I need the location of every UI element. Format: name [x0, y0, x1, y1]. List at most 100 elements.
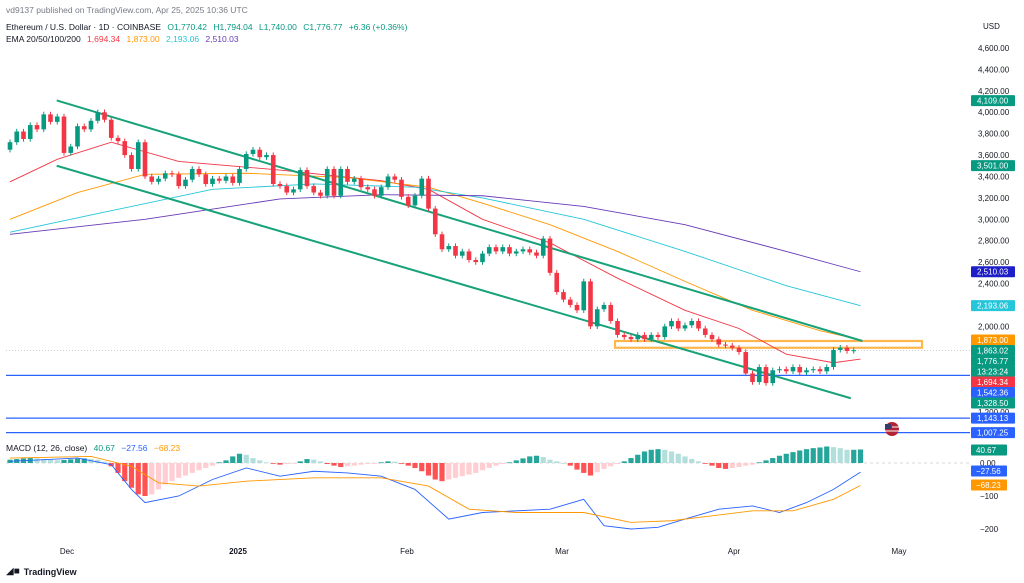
candle-body — [466, 251, 472, 260]
candle-body — [237, 168, 242, 183]
tradingview-logo[interactable]: ◢■ TradingView — [6, 566, 77, 577]
price-tick-label: 3,600.00 — [978, 151, 1010, 160]
candle-body — [682, 325, 688, 329]
macd-histogram-bar — [466, 463, 472, 475]
candle-body — [513, 251, 519, 254]
price-tag-label: 1,873.00 — [977, 336, 1009, 345]
macd-histogram-bar — [689, 459, 695, 463]
candle-body — [763, 367, 769, 384]
price-tag-label: 4,109.00 — [977, 97, 1009, 106]
symbol-name[interactable]: Ethereum / U.S. Dollar · 1D · COINBASE — [6, 22, 161, 32]
macd-histogram-bar — [439, 463, 445, 482]
macd-histogram-bar — [783, 453, 789, 463]
price-tick-label: 2,800.00 — [978, 237, 1010, 246]
candle-body — [480, 253, 485, 263]
candle-body — [102, 112, 107, 120]
macd-histogram-bar — [371, 463, 378, 464]
candle-body — [783, 369, 789, 372]
price-tick-label: 3,800.00 — [978, 130, 1010, 139]
candle-body — [831, 349, 836, 368]
price-tick-label: 4,400.00 — [978, 65, 1010, 74]
candle-body — [115, 137, 121, 142]
macd-tick-label: −100 — [980, 492, 999, 501]
candle-body — [48, 114, 53, 122]
macd-histogram-bar — [419, 463, 425, 472]
candle-body — [243, 153, 249, 169]
candle-body — [304, 170, 310, 187]
candle-body — [574, 304, 580, 311]
macd-histogram-bar — [702, 463, 708, 464]
price-tag-label: 2,510.03 — [977, 268, 1009, 277]
descending-channel — [56, 99, 863, 400]
macd-histogram-bar — [405, 463, 411, 466]
macd-tag-label: −68.23 — [976, 481, 1001, 490]
candle-body — [162, 173, 168, 179]
candle-body — [203, 174, 209, 184]
candle-body — [540, 238, 546, 256]
candle-body — [547, 238, 553, 273]
macd-histogram-bar — [317, 461, 324, 463]
candle-body — [378, 187, 384, 196]
ema20-line — [9, 141, 861, 364]
price-tick-label: 2,600.00 — [978, 258, 1010, 267]
macd-histogram-bar — [790, 452, 796, 463]
macd-label[interactable]: MACD (12, 26, close) — [6, 443, 88, 453]
macd-histogram-bar — [169, 463, 175, 482]
candle-body — [7, 142, 13, 150]
candle-body — [628, 337, 634, 340]
candle-body — [345, 168, 350, 182]
candle-body — [527, 249, 533, 253]
ema50-value: 1,873.00 — [126, 34, 160, 44]
horizontal-levels — [6, 349, 970, 434]
candles — [7, 109, 857, 386]
candle-body — [142, 142, 148, 177]
candle-body — [210, 178, 215, 184]
ema100-line — [9, 183, 861, 307]
macd-histogram-bar — [290, 463, 297, 464]
candle-body — [797, 367, 803, 373]
candle-body — [432, 208, 438, 235]
candle-body — [743, 352, 749, 374]
candle-body — [824, 367, 830, 372]
macd-histogram-bar — [338, 463, 344, 467]
candle-body — [817, 369, 823, 372]
macd-histogram-bar — [493, 463, 499, 466]
macd-legend: MACD (12, 26, close) 40.67 −27.56 −68.23 — [6, 443, 184, 454]
candle-body — [297, 170, 303, 190]
macd-histogram-bar — [311, 459, 317, 463]
candle-body — [270, 155, 276, 184]
price-tick-label: 4,000.00 — [978, 108, 1010, 117]
macd-histogram-bar — [709, 463, 715, 466]
macd-histogram-bar — [655, 449, 661, 463]
time-tick-label: Mar — [555, 547, 569, 556]
brand-label: TradingView — [23, 566, 77, 577]
candle-body — [318, 192, 323, 196]
time-tick-label: 2025 — [229, 547, 247, 556]
macd-histogram-bar — [857, 449, 864, 463]
macd-histogram-bar — [581, 463, 587, 473]
macd-histogram-bar — [797, 450, 803, 463]
macd-histogram-bar — [716, 463, 722, 468]
macd-histogram-bar — [662, 449, 668, 463]
candle-body — [149, 176, 155, 182]
macd-histogram-bar — [365, 463, 371, 464]
macd-histogram-bar — [500, 463, 506, 464]
close-value: C1,776.77 — [303, 22, 343, 32]
tradingview-icon: ◢■ — [6, 566, 20, 577]
price-tick-label: 4,600.00 — [978, 44, 1010, 53]
ema-label[interactable]: EMA 20/50/100/200 — [6, 34, 81, 44]
macd-pane — [6, 446, 970, 530]
candle-body — [189, 168, 195, 180]
candle-body — [594, 309, 600, 327]
macd-histogram-bar — [473, 463, 479, 473]
ema200-value: 2,510.03 — [205, 34, 239, 44]
candle-body — [588, 281, 593, 327]
macd-histogram-bar — [398, 463, 405, 464]
macd-histogram-bar — [675, 453, 681, 463]
candle-body — [459, 251, 465, 256]
macd-histogram-bar — [122, 463, 128, 482]
price-tag — [971, 300, 1015, 312]
macd-tick-label: −200 — [980, 525, 999, 534]
candle-body — [844, 347, 850, 351]
